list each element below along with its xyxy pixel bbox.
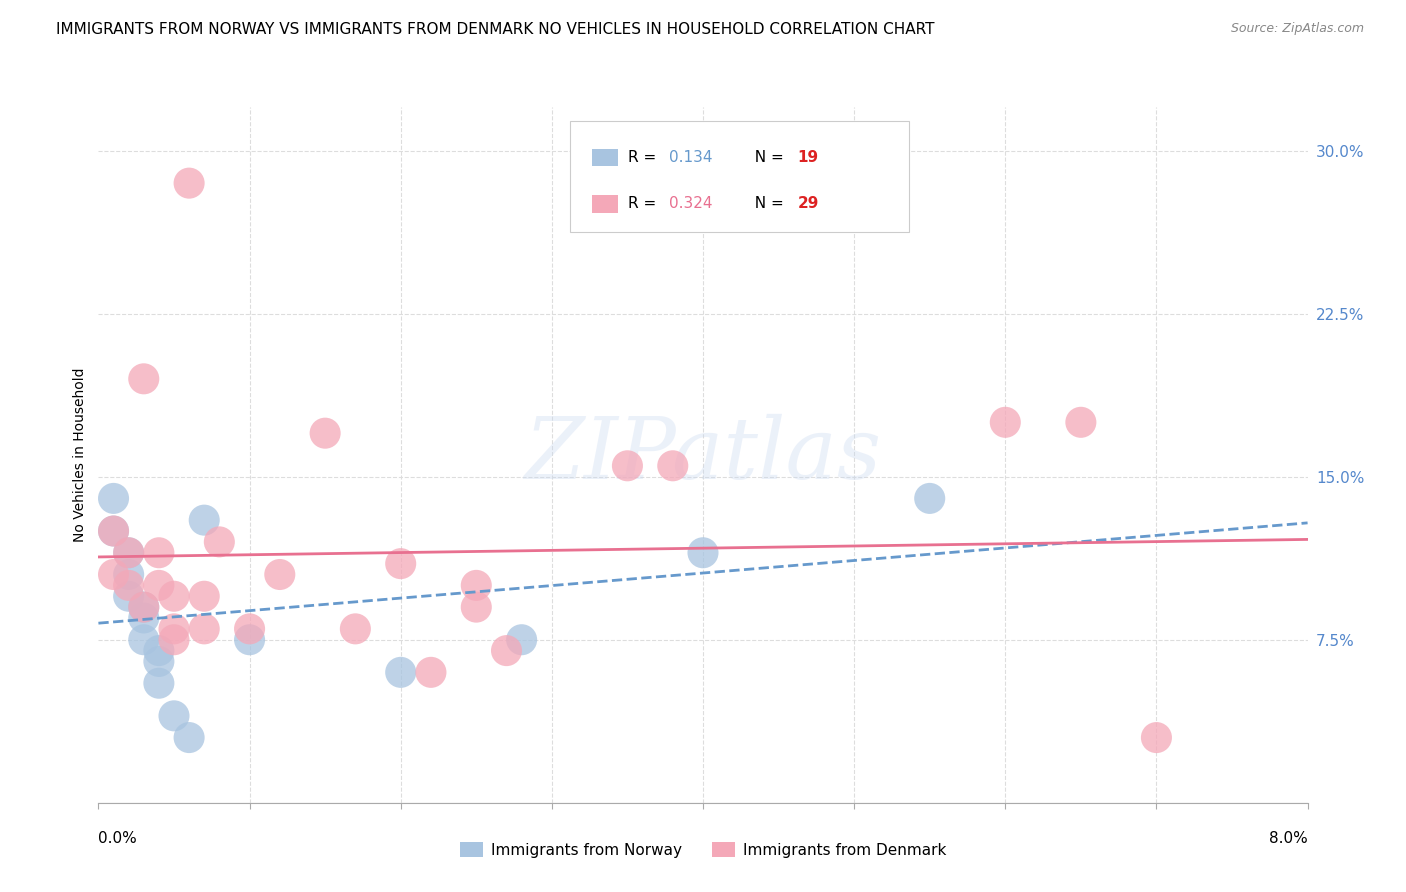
Point (103, 524, 125, 538)
Point (389, 557, 412, 571)
Point (163, 632, 186, 647)
Point (994, 415, 1017, 429)
Point (132, 611, 155, 625)
Point (132, 372, 155, 386)
Point (208, 535, 231, 549)
Point (1070, 415, 1092, 429)
Point (918, 491, 941, 506)
Y-axis label: No Vehicles in Household: No Vehicles in Household (73, 368, 87, 542)
Point (179, 176, 201, 190)
Text: R =: R = (628, 196, 661, 211)
Point (148, 655, 170, 669)
Point (132, 600, 155, 615)
Text: Source: ZipAtlas.com: Source: ZipAtlas.com (1230, 22, 1364, 36)
Text: IMMIGRANTS FROM NORWAY VS IMMIGRANTS FROM DENMARK NO VEHICLES IN HOUSEHOLD CORRE: IMMIGRANTS FROM NORWAY VS IMMIGRANTS FRO… (56, 22, 935, 37)
Point (616, 458, 638, 473)
Point (193, 622, 215, 636)
Point (103, 491, 125, 506)
Point (148, 643, 170, 657)
Point (103, 567, 125, 582)
Text: 0.324: 0.324 (669, 196, 713, 211)
Text: 0.134: 0.134 (669, 150, 713, 165)
Point (118, 589, 141, 603)
Point (344, 622, 367, 636)
FancyBboxPatch shape (592, 149, 619, 166)
Legend: Immigrants from Norway, Immigrants from Denmark: Immigrants from Norway, Immigrants from … (460, 842, 946, 858)
Point (465, 600, 488, 615)
Point (193, 513, 215, 527)
Point (148, 578, 170, 592)
Point (495, 643, 517, 657)
Point (389, 665, 412, 680)
Text: 29: 29 (797, 196, 818, 211)
Point (118, 546, 141, 560)
Point (239, 622, 262, 636)
Point (103, 524, 125, 538)
Point (118, 546, 141, 560)
Point (118, 578, 141, 592)
Text: ZIPatlas: ZIPatlas (524, 414, 882, 496)
Text: N =: N = (745, 196, 789, 211)
Point (269, 567, 291, 582)
Point (179, 731, 201, 745)
Point (419, 665, 441, 680)
Point (314, 426, 336, 441)
FancyBboxPatch shape (569, 121, 908, 232)
Point (510, 632, 533, 647)
Point (239, 632, 262, 647)
FancyBboxPatch shape (592, 195, 619, 213)
Text: 19: 19 (797, 150, 818, 165)
Point (661, 458, 683, 473)
Point (132, 600, 155, 615)
Point (163, 622, 186, 636)
Text: N =: N = (745, 150, 789, 165)
Point (132, 632, 155, 647)
Text: 0.0%: 0.0% (98, 830, 138, 846)
Text: 8.0%: 8.0% (1268, 830, 1308, 846)
Point (193, 589, 215, 603)
Point (148, 546, 170, 560)
Point (163, 708, 186, 723)
Point (118, 567, 141, 582)
Point (1144, 731, 1167, 745)
Point (148, 676, 170, 690)
Point (692, 546, 714, 560)
Point (163, 589, 186, 603)
Point (465, 578, 488, 592)
Text: R =: R = (628, 150, 661, 165)
